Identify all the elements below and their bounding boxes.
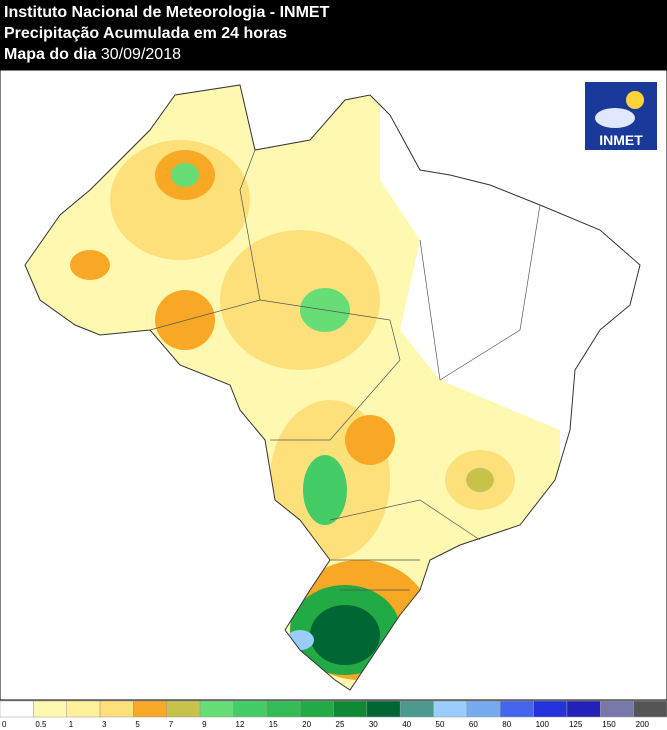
- legend-label: 15: [269, 720, 278, 729]
- legend-swatch: [566, 700, 601, 718]
- legend-label: 60: [469, 720, 478, 729]
- date: 30/09/2018: [100, 46, 181, 63]
- legend-label: 30: [369, 720, 378, 729]
- header: Instituto Nacional de Meteorologia - INM…: [0, 0, 667, 70]
- legend: 0 0.5 1 3 5 7 9 12 15 20 25 30 40 50 60 80 100 125 150 200: [0, 700, 667, 729]
- legend-swatch: [366, 700, 401, 718]
- legend-swatch: [500, 700, 534, 718]
- legend-swatch: [433, 700, 468, 718]
- legend-swatch: [99, 700, 134, 718]
- state-borders: [149, 149, 541, 591]
- legend-swatch: [399, 700, 434, 718]
- legend-label: 9: [202, 720, 207, 729]
- legend-label: 5: [135, 720, 140, 729]
- legend-swatch: [233, 700, 268, 718]
- date-label: Mapa do dia: [4, 46, 97, 63]
- legend-swatch: [0, 700, 34, 718]
- legend-label: 100: [536, 720, 550, 729]
- legend-label: 200: [636, 720, 650, 729]
- legend-label: 1: [69, 720, 74, 729]
- legend-label: 25: [336, 720, 345, 729]
- logo-text: INMET: [599, 132, 643, 148]
- legend-swatch: [166, 700, 201, 718]
- legend-label: 125: [569, 720, 583, 729]
- legend-label: 0.5: [35, 720, 47, 729]
- legend-label: 0: [2, 720, 7, 729]
- legend-label: 7: [169, 720, 174, 729]
- title: Instituto Nacional de Meteorologia - INM…: [4, 4, 330, 21]
- legend-label: 40: [402, 720, 411, 729]
- legend-label: 12: [235, 720, 244, 729]
- legend-swatch: [333, 700, 368, 718]
- logo: INMET: [585, 82, 657, 150]
- legend-swatch: [66, 700, 101, 718]
- legend-label: 50: [436, 720, 445, 729]
- legend-swatch: [133, 700, 167, 718]
- legend-label: 80: [502, 720, 511, 729]
- legend-swatch: [199, 700, 234, 718]
- legend-swatch: [466, 700, 501, 718]
- legend-label: 150: [602, 720, 616, 729]
- legend-label: 3: [102, 720, 107, 729]
- legend-swatch: [533, 700, 568, 718]
- legend-swatch: [266, 700, 301, 718]
- legend-swatch: [600, 700, 634, 718]
- legend-label: 20: [302, 720, 311, 729]
- legend-swatch: [33, 700, 67, 718]
- legend-swatch: [633, 700, 667, 718]
- subtitle: Precipitação Acumulada em 24 horas: [4, 25, 288, 42]
- legend-swatch: [299, 700, 334, 718]
